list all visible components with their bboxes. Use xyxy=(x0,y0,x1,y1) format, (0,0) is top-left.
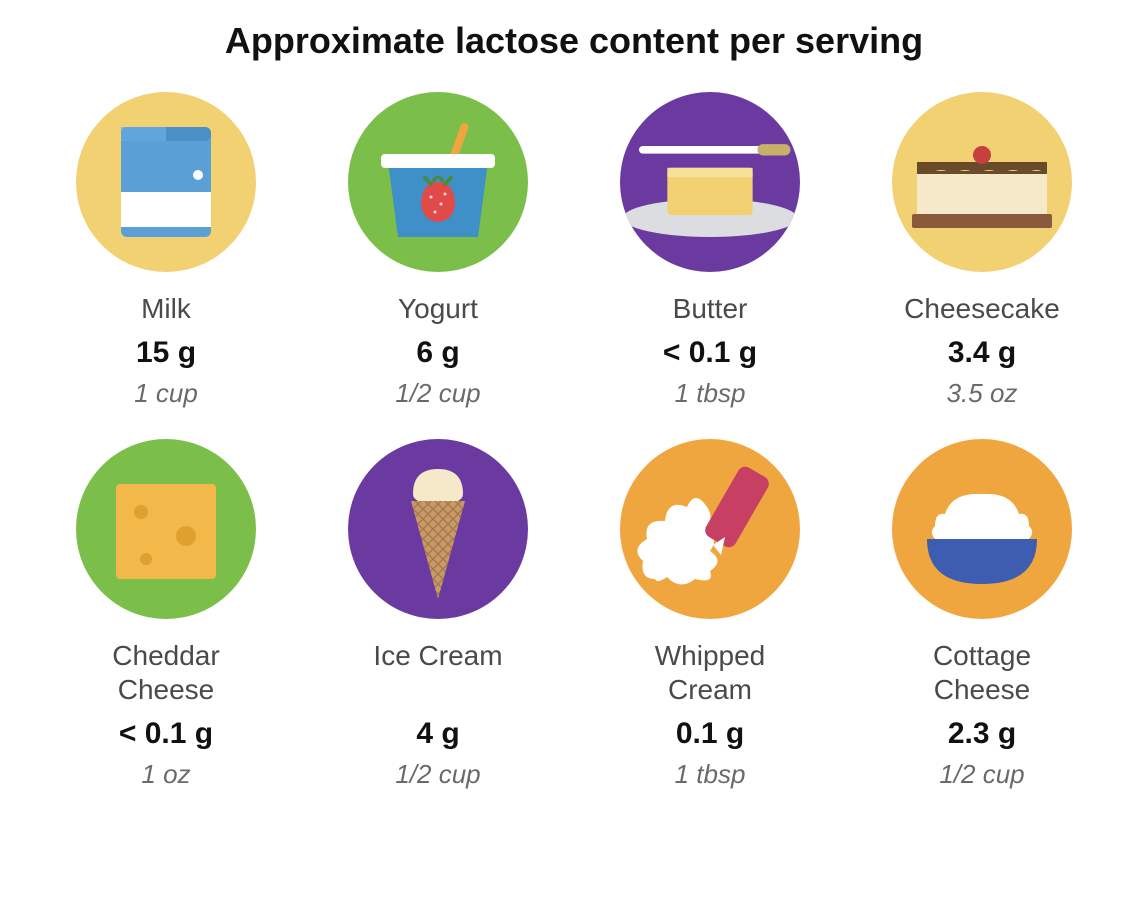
item-serving: 1 oz xyxy=(141,759,190,790)
item-name: Cheddar Cheese xyxy=(66,639,266,707)
page-title: Approximate lactose content per serving xyxy=(60,20,1088,62)
whipped-icon xyxy=(620,439,800,619)
item-serving: 1 tbsp xyxy=(675,378,746,409)
icecream-icon xyxy=(348,439,528,619)
item-serving: 1 tbsp xyxy=(675,759,746,790)
item-cheddar: Cheddar Cheese < 0.1 g 1 oz xyxy=(66,439,266,790)
item-serving: 1/2 cup xyxy=(939,759,1024,790)
item-amount: 15 g xyxy=(136,336,196,370)
item-amount: 4 g xyxy=(416,717,459,751)
item-serving: 1 cup xyxy=(134,378,198,409)
item-milk: Milk 15 g 1 cup xyxy=(66,92,266,409)
item-cheesecake: Cheesecake 3.4 g 3.5 oz xyxy=(882,92,1082,409)
cheddar-icon xyxy=(76,439,256,619)
cottage-icon xyxy=(892,439,1072,619)
item-butter: Butter < 0.1 g 1 tbsp xyxy=(610,92,810,409)
item-whipped: Whipped Cream 0.1 g 1 tbsp xyxy=(610,439,810,790)
item-amount: 0.1 g xyxy=(676,717,744,751)
item-amount: < 0.1 g xyxy=(663,336,757,370)
item-amount: < 0.1 g xyxy=(119,717,213,751)
item-name: Cheesecake xyxy=(904,292,1060,326)
item-amount: 6 g xyxy=(416,336,459,370)
item-name: Whipped Cream xyxy=(610,639,810,707)
yogurt-icon xyxy=(348,92,528,272)
item-name: Ice Cream xyxy=(373,639,502,707)
item-serving: 1/2 cup xyxy=(395,759,480,790)
item-amount: 2.3 g xyxy=(948,717,1016,751)
item-yogurt: Yogurt 6 g 1/2 cup xyxy=(338,92,538,409)
item-name: Yogurt xyxy=(398,292,478,326)
butter-icon xyxy=(620,92,800,272)
item-cottage: Cottage Cheese 2.3 g 1/2 cup xyxy=(882,439,1082,790)
item-serving: 1/2 cup xyxy=(395,378,480,409)
item-name: Butter xyxy=(673,292,748,326)
item-name: Cottage Cheese xyxy=(882,639,1082,707)
cheesecake-icon xyxy=(892,92,1072,272)
item-amount: 3.4 g xyxy=(948,336,1016,370)
item-serving: 3.5 oz xyxy=(947,378,1018,409)
item-icecream: Ice Cream 4 g 1/2 cup xyxy=(338,439,538,790)
items-grid: Milk 15 g 1 cup Yogurt xyxy=(60,92,1088,790)
item-name: Milk xyxy=(141,292,191,326)
milk-icon xyxy=(76,92,256,272)
